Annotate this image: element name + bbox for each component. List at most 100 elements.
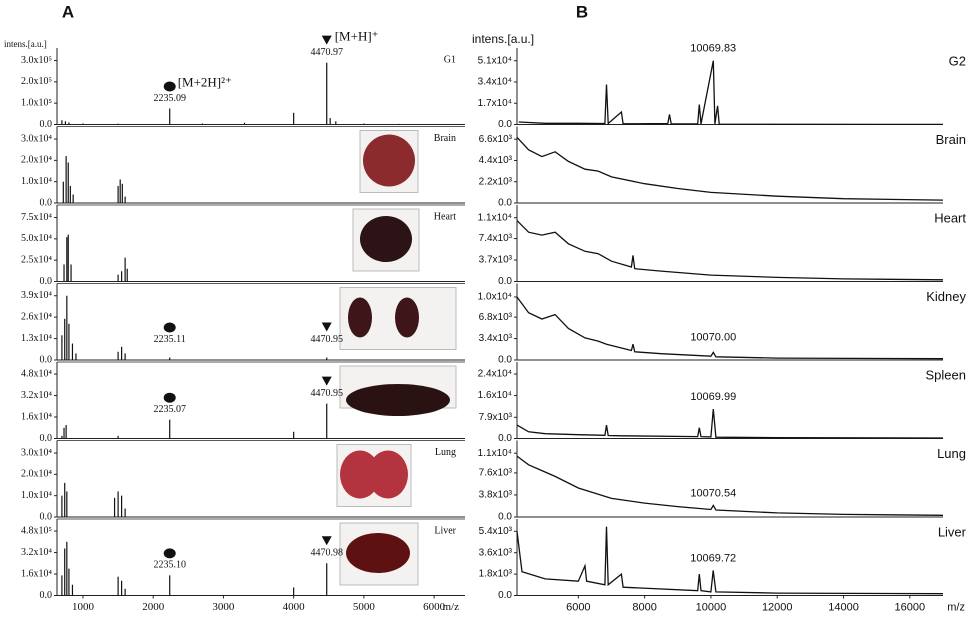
y-tick-label: 4.8x10⁵: [21, 525, 52, 536]
peak-marker-circle: [163, 392, 176, 403]
peak-label: 10069.72: [690, 552, 736, 564]
y-tick-label: 3.4x10³: [479, 333, 513, 344]
panel-label: B: [576, 2, 588, 21]
x-tick-label: 1000: [72, 601, 95, 613]
peak-marker-triangle: [321, 536, 332, 546]
peak-marker-circle: [163, 548, 176, 559]
y-tick-label: 0.0: [498, 276, 512, 287]
peak-marker-triangle: [321, 376, 332, 386]
x-tick-label: 2000: [142, 601, 165, 613]
peak-marker-circle: [163, 322, 176, 333]
x-tick-label: 8000: [632, 601, 656, 613]
subplot-title: Lung: [937, 446, 966, 461]
peak-marker-triangle: [321, 322, 332, 332]
y-tick-label: 0.0: [40, 354, 53, 365]
y-tick-label: 0.0: [498, 512, 512, 523]
organ: [363, 134, 415, 187]
y-tick-label: 1.0x10⁴: [21, 176, 53, 187]
y-tick-label: 5.0x10⁴: [21, 233, 53, 244]
x-tick-label: 3000: [212, 601, 235, 613]
y-tick-label: 2.0x10⁵: [21, 76, 52, 87]
x-axis-label: m/z: [443, 601, 460, 613]
x-tick-label: 16000: [895, 601, 926, 613]
x-tick-label: 5000: [353, 601, 376, 613]
spectrum: [516, 220, 944, 281]
ion-label: [M+H]⁺: [335, 29, 379, 44]
peak-label: 4470.98: [310, 548, 343, 559]
y-tick-label: 7.4x10³: [479, 233, 513, 244]
y-tick-label: 2.5x10⁴: [21, 254, 53, 265]
x-tick-label: 14000: [828, 601, 859, 613]
y-tick-label: 1.0x10⁵: [21, 97, 52, 108]
peak-label: 10070.00: [690, 331, 736, 343]
organ: [368, 450, 408, 499]
y-axis-label: intens.[a.u.]: [472, 32, 534, 46]
y-tick-label: 3.6x10³: [479, 547, 513, 558]
y-tick-label: 1.6x10⁴: [21, 411, 53, 422]
peak-marker-triangle: [321, 35, 332, 45]
y-tick-label: 3.7x10³: [479, 255, 513, 266]
y-tick-label: 1.8x10³: [479, 569, 513, 580]
y-tick-label: 5.4x10³: [479, 526, 513, 537]
subplot-title: Heart: [434, 211, 456, 222]
y-tick-label: 0.0: [40, 433, 53, 444]
y-tick-label: 1.1x10⁴: [478, 448, 512, 459]
y-tick-label: 2.0x10⁴: [21, 469, 53, 480]
organ: [360, 216, 412, 262]
y-tick-label: 7.6x10³: [479, 468, 513, 479]
panel-label: A: [62, 2, 74, 21]
y-tick-label: 3.9x10⁴: [21, 290, 53, 301]
spectrum: [516, 455, 944, 516]
x-tick-label: 6000: [566, 601, 590, 613]
organ: [346, 533, 410, 573]
y-tick-label: 0.0: [498, 433, 512, 444]
y-tick-label: 1.3x10⁴: [21, 333, 53, 344]
y-tick-label: 0.0: [40, 590, 53, 601]
spectrum: [516, 526, 944, 595]
subplot-title: G1: [444, 54, 456, 65]
y-axis-label: intens.[a.u.]: [4, 39, 47, 49]
y-tick-label: 1.1x10⁴: [478, 212, 512, 223]
y-tick-label: 6.8x10³: [479, 312, 513, 323]
y-tick-label: 7.9x10³: [479, 412, 513, 423]
y-tick-label: 2.2x10³: [479, 176, 513, 187]
y-tick-label: 1.6x10⁴: [478, 390, 512, 401]
y-tick-label: 1.0x10⁴: [478, 292, 512, 303]
y-tick-label: 7.5x10⁴: [21, 212, 53, 223]
y-tick-label: 1.0x10⁴: [21, 490, 53, 501]
y-tick-label: 3.0x10⁴: [21, 133, 53, 144]
ion-label: [M+2H]²⁺: [178, 74, 232, 89]
organ: [348, 297, 372, 338]
spectrum: [516, 296, 944, 360]
x-tick-label: 6000: [423, 601, 446, 613]
y-tick-label: 1.7x10⁴: [478, 98, 512, 109]
subplot-title: Spleen: [926, 367, 966, 382]
y-tick-label: 0.0: [498, 355, 512, 366]
y-tick-label: 3.2x10⁴: [21, 547, 53, 558]
subplot-title: Liver: [434, 525, 456, 536]
peak-label: 2235.11: [154, 334, 186, 345]
spectrum: [516, 408, 944, 439]
y-tick-label: 1.6x10⁴: [21, 568, 53, 579]
y-tick-label: 6.6x10³: [479, 134, 513, 145]
y-tick-label: 0.0: [40, 119, 53, 130]
y-tick-label: 4.4x10³: [479, 155, 513, 166]
peak-label: 10070.54: [690, 487, 736, 499]
y-tick-label: 3.4x10⁴: [478, 77, 512, 88]
subplot-title: Brain: [936, 132, 966, 147]
subplot-title: Lung: [435, 447, 456, 458]
y-tick-label: 5.1x10⁴: [478, 55, 512, 66]
y-tick-label: 0.0: [40, 197, 53, 208]
organ: [340, 450, 380, 499]
y-tick-label: 3.0x10⁴: [21, 447, 53, 458]
y-tick-label: 0.0: [498, 198, 512, 209]
peak-label: 4470.95: [310, 334, 343, 345]
spectrum: [516, 136, 944, 201]
x-axis-label: m/z: [947, 601, 965, 613]
peak-label: 4470.97: [310, 47, 343, 58]
peak-label: 2235.09: [153, 93, 186, 104]
y-tick-label: 0.0: [40, 276, 53, 287]
y-tick-label: 3.0x10⁵: [21, 55, 52, 66]
x-tick-label: 10000: [696, 601, 727, 613]
